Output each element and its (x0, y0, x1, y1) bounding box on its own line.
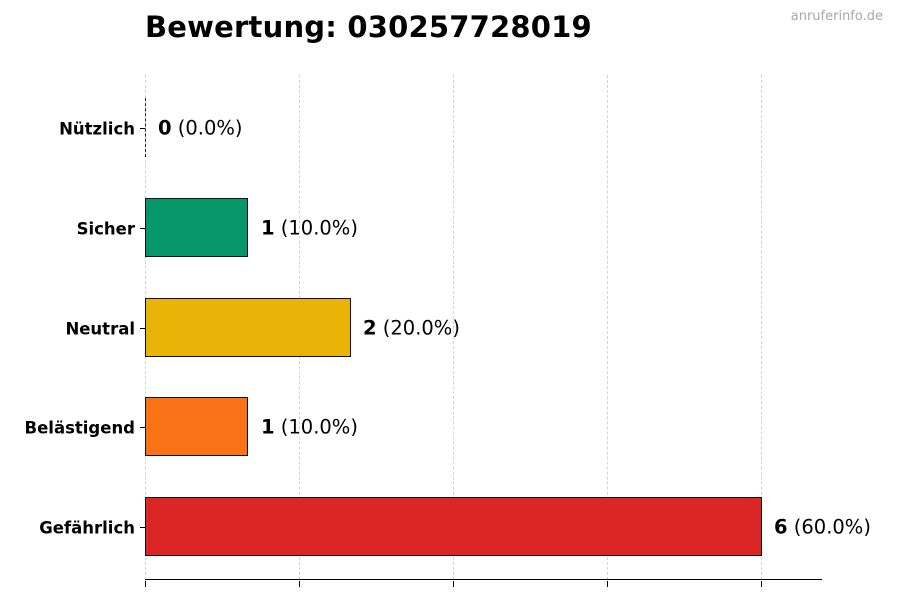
chart-title: Bewertung: 030257728019 (145, 10, 592, 44)
bar-nuetzlich (145, 98, 146, 157)
y-label-sicher: Sicher (76, 219, 135, 239)
value-count: 1 (261, 216, 275, 240)
value-count: 6 (774, 515, 788, 539)
bar-neutral (145, 298, 351, 357)
y-tick (140, 527, 145, 528)
value-label-nuetzlich: 0 (0.0%) (158, 117, 243, 140)
y-label-neutral: Neutral (65, 319, 135, 339)
value-percent: (10.0%) (280, 415, 358, 439)
gridline (761, 75, 762, 580)
bar-gefaehrlich (145, 497, 762, 556)
value-count: 2 (363, 316, 377, 340)
bar-sicher (145, 198, 248, 257)
y-label-belaestigend: Belästigend (24, 418, 135, 438)
y-tick (140, 328, 145, 329)
value-label-sicher: 1 (10.0%) (261, 217, 358, 240)
y-tick (140, 128, 145, 129)
y-label-gefaehrlich: Gefährlich (39, 518, 135, 538)
plot-area (145, 75, 822, 587)
value-count: 1 (261, 415, 275, 439)
y-tick (140, 228, 145, 229)
value-percent: (60.0%) (793, 515, 871, 539)
value-label-gefaehrlich: 6 (60.0%) (774, 516, 871, 539)
value-percent: (20.0%) (382, 316, 460, 340)
y-label-nuetzlich: Nützlich (59, 119, 135, 139)
watermark: anruferinfo.de (790, 9, 883, 24)
value-count: 0 (158, 116, 172, 140)
x-axis-spine (145, 579, 822, 580)
value-label-belaestigend: 1 (10.0%) (261, 416, 358, 439)
x-tick (453, 581, 454, 587)
x-tick (761, 581, 762, 587)
y-tick (140, 427, 145, 428)
x-tick (145, 581, 146, 587)
x-tick (299, 581, 300, 587)
value-percent: (10.0%) (280, 216, 358, 240)
bar-belaestigend (145, 397, 248, 456)
gridline (607, 75, 608, 580)
gridline (453, 75, 454, 580)
value-percent: (0.0%) (177, 116, 243, 140)
x-tick (607, 581, 608, 587)
value-label-neutral: 2 (20.0%) (363, 317, 460, 340)
